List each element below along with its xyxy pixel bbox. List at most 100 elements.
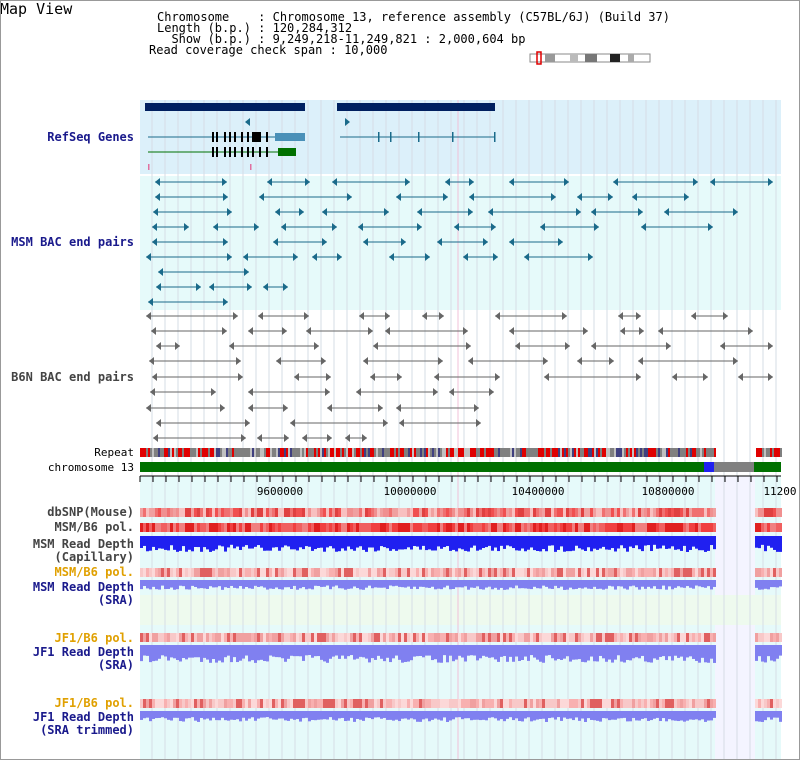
- msm-depth-cap-bar: [194, 536, 197, 547]
- repeat-mark: [176, 448, 178, 457]
- jf1-pol-trim-cell: [314, 699, 317, 708]
- repeat-mark: [486, 448, 488, 457]
- jf1-pol-trim-cell: [431, 699, 434, 708]
- msm-depth-sra-bar: [671, 580, 674, 590]
- msm-pol-sra-cell: [674, 568, 677, 577]
- jf1-depth-trim-bar: [620, 711, 623, 719]
- msm-pol-cell: [380, 523, 383, 532]
- msm-pol-sra-cell: [509, 568, 512, 577]
- jf1-pol-cell: [461, 633, 464, 642]
- repeat-mark: [710, 448, 712, 457]
- repeat-mark: [206, 448, 208, 457]
- jf1-depth-bar: [437, 645, 440, 663]
- repeat-mark: [366, 448, 368, 457]
- jf1-depth-bar: [695, 645, 698, 661]
- jf1-pol-cell: [509, 633, 512, 642]
- exon: [216, 147, 218, 157]
- jf1-pol-trim-cell: [353, 699, 356, 708]
- msm-depth-sra-bar: [194, 580, 197, 587]
- jf1-pol-cell: [350, 633, 353, 642]
- msm-bac-pair-end: [401, 238, 406, 246]
- msm-depth-cap-bar: [644, 536, 647, 546]
- msm-pol-cell: [491, 523, 494, 532]
- repeat-mark: [780, 448, 782, 457]
- msm-depth-sra-bar: [215, 580, 218, 588]
- jf1-depth-trim-bar: [158, 711, 161, 718]
- jf1-pol-trim-cell: [254, 699, 257, 708]
- jf1-depth-bar: [491, 645, 494, 658]
- repeat-mark: [548, 448, 550, 457]
- b6n-bac-pair-end: [438, 357, 443, 365]
- jf1-pol-trim-cell: [578, 699, 581, 708]
- b6n-bac-pair-end: [359, 312, 364, 320]
- dbsnp-cell: [653, 508, 656, 517]
- repeat-mark: [310, 448, 312, 457]
- msm-bac-pair-end: [577, 193, 582, 201]
- msm-depth-cap-bar: [473, 536, 476, 546]
- msm-pol-cell: [215, 523, 218, 532]
- dbsnp-cell: [191, 508, 194, 517]
- jf1-pol-trim-cell: [407, 699, 410, 708]
- jf1-depth-bar: [281, 645, 284, 659]
- msm-pol-cell: [476, 523, 479, 532]
- jf1-depth-bar: [776, 645, 779, 659]
- jf1-depth-bar: [566, 645, 569, 657]
- repeat-mark: [778, 448, 780, 457]
- b6n-bac-pair-end: [636, 373, 641, 381]
- coverage-span-info: Read coverage check span : 10,000: [149, 43, 388, 57]
- dbsnp-cell: [155, 508, 158, 517]
- msm-bac-label: MSM BAC end pairs: [11, 235, 134, 249]
- jf1-depth-bar: [662, 645, 665, 657]
- msm-pol-cell: [698, 523, 701, 532]
- jf1-depth-bar: [647, 645, 650, 663]
- jf1-depth-bar: [551, 645, 554, 659]
- jf1-depth-trim-bar: [404, 711, 407, 719]
- msm-depth-cap-bar: [203, 536, 206, 548]
- msm-depth-sra-bar: [431, 580, 434, 587]
- msm-depth-sra-bar: [419, 580, 422, 587]
- repeat-mark: [308, 448, 310, 457]
- msm-depth-cap-bar: [617, 536, 620, 549]
- msm-depth-cap-bar: [350, 536, 353, 550]
- repeat-mark: [408, 448, 410, 457]
- jf1-pol-trim-cell: [338, 699, 341, 708]
- msm-depth-sra-bar: [779, 580, 782, 587]
- jf1-pol-trim-cell: [146, 699, 149, 708]
- repeat-mark: [690, 448, 692, 457]
- jf1-depth-trim-bar: [392, 711, 395, 721]
- repeat-mark: [760, 448, 762, 457]
- msm-depth-cap-bar: [209, 536, 212, 552]
- jf1-depth-trim-bar: [602, 711, 605, 719]
- jf1-depth-trim-bar: [551, 711, 554, 718]
- msm-depth-cap-bar: [587, 536, 590, 548]
- repeat-mark: [770, 448, 772, 457]
- msm-pol-cell: [692, 523, 695, 532]
- msm-depth-sra-bar: [140, 580, 143, 590]
- msm-depth-cap-bar: [767, 536, 770, 546]
- dbsnp-cell: [251, 508, 254, 517]
- msm-depth-cap-bar: [584, 536, 587, 551]
- msm-depth-cap-bar: [626, 536, 629, 552]
- repeat-mark: [574, 448, 576, 457]
- dbsnp-cell: [470, 508, 473, 517]
- jf1-depth-trim-bar: [770, 711, 773, 720]
- jf1-pol-cell: [443, 633, 446, 642]
- jf1-depth-bar: [524, 645, 527, 657]
- msm-bac-pair-end: [591, 208, 596, 216]
- dbsnp-cell: [434, 508, 437, 517]
- msm-pol-cell: [623, 523, 626, 532]
- dbsnp-cell: [245, 508, 248, 517]
- msm-depth-sra-bar: [581, 580, 584, 589]
- jf1-pol-trim-cell: [563, 699, 566, 708]
- msm-depth-cap-bar: [776, 536, 779, 552]
- b6n-bac-pair-end: [495, 312, 500, 320]
- dbsnp-cell: [758, 508, 761, 517]
- msm-pol-sra-cell: [494, 568, 497, 577]
- repeat-mark: [494, 448, 496, 457]
- dbsnp-cell: [377, 508, 380, 517]
- repeat-mark: [332, 448, 334, 457]
- msm-pol-sra-cell: [677, 568, 680, 577]
- jf1-pol-cell: [266, 633, 269, 642]
- jf1-depth-trim-bar: [410, 711, 413, 719]
